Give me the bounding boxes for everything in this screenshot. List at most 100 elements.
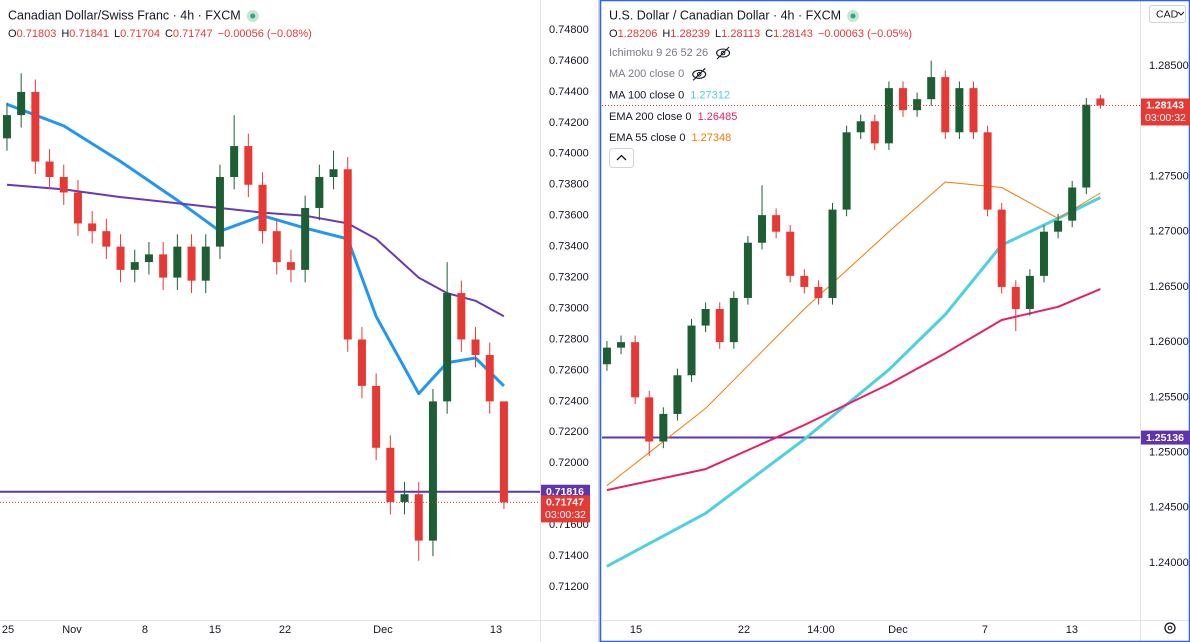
plot-area-left[interactable] xyxy=(0,73,540,561)
indicator-value: 1.27312 xyxy=(690,90,730,102)
candle-body xyxy=(215,177,224,247)
candle-body xyxy=(955,88,964,133)
candle-body xyxy=(617,342,626,348)
indicator-line xyxy=(606,196,1102,568)
y-tick-label: 1.28500 xyxy=(1149,60,1189,72)
candle-body xyxy=(159,254,168,278)
visibility-toggle[interactable] xyxy=(716,46,731,60)
candle-body xyxy=(1082,104,1091,188)
ohlc-key: O xyxy=(8,28,17,40)
hline-price-text: 1.25136 xyxy=(1146,432,1184,444)
collapse-button[interactable] xyxy=(609,148,634,168)
candle-body xyxy=(102,231,111,247)
ohlc-key: C xyxy=(765,28,773,40)
x-tick-label: 7 xyxy=(982,624,988,636)
ohlc-key: H xyxy=(662,28,670,40)
candle-body xyxy=(673,375,682,414)
candle-body xyxy=(286,262,295,270)
y-tick-label: 0.74000 xyxy=(549,148,589,160)
candle-body xyxy=(786,231,795,276)
candle-body xyxy=(729,297,738,343)
indicator-name: MA 100 close 0 xyxy=(609,90,684,102)
candle-body xyxy=(1025,275,1034,310)
candle-body xyxy=(913,99,922,111)
settings-icon[interactable] xyxy=(1164,622,1176,634)
y-tick-label: 1.26000 xyxy=(1149,336,1189,348)
candle-body xyxy=(687,325,696,376)
y-tick-label: 1.27000 xyxy=(1149,226,1189,238)
currency: CAD xyxy=(1156,8,1179,20)
candle-body xyxy=(800,275,809,287)
hline-price-text: 0.71816 xyxy=(546,486,584,498)
y-tick-label: 1.27500 xyxy=(1149,170,1189,182)
ohlc-key: L xyxy=(715,28,721,40)
candle-body xyxy=(59,177,68,193)
x-tick-label: Dec xyxy=(373,624,393,636)
y-tick-label: 1.24000 xyxy=(1149,557,1189,569)
last-price-tag xyxy=(541,495,590,523)
y-tick-label: 0.73000 xyxy=(549,302,589,314)
candle-body xyxy=(969,88,978,133)
y-tick-label: 0.74400 xyxy=(549,86,589,98)
candle-body xyxy=(173,246,182,278)
x-tick-label: 25 xyxy=(2,624,14,636)
candle-body xyxy=(659,413,668,442)
candle-body xyxy=(983,132,992,210)
ohlc-value: 1.28239 xyxy=(670,28,710,40)
indicator-value: 1.27348 xyxy=(691,132,731,144)
candle-body xyxy=(1068,187,1077,221)
candle-body xyxy=(941,77,950,133)
candle-body xyxy=(372,385,381,448)
x-tick-label: 22 xyxy=(738,624,750,636)
eye-pupil xyxy=(720,50,726,56)
y-tick-label: 0.73800 xyxy=(549,179,589,191)
eye-slash xyxy=(716,46,730,60)
candle-body xyxy=(870,121,879,144)
candle-body xyxy=(386,447,395,502)
candle-body xyxy=(116,246,125,270)
y-tick-label: 0.73400 xyxy=(549,241,589,253)
candle-body xyxy=(144,254,153,263)
x-tick-label: 13 xyxy=(490,624,502,636)
x-tick-label: 15 xyxy=(209,624,221,636)
visibility-toggle[interactable] xyxy=(692,67,707,81)
x-tick-label: 22 xyxy=(279,624,291,636)
candle-body xyxy=(884,88,893,144)
countdown-text: 03:00:32 xyxy=(545,509,586,521)
candle-body xyxy=(1011,286,1020,310)
candle-body xyxy=(997,209,1006,287)
candle-body xyxy=(301,207,310,270)
candle-body xyxy=(1096,98,1105,106)
overlay: 0.712000.714000.716000.718000.720000.722… xyxy=(2,4,1190,636)
y-tick-label: 0.73200 xyxy=(549,271,589,283)
ohlc-value: 1.28206 xyxy=(618,28,658,40)
x-tick-label: 15 xyxy=(630,624,642,636)
pane-divider xyxy=(598,0,600,642)
ohlc-value: 0.71841 xyxy=(69,28,109,40)
candle-body xyxy=(743,242,752,298)
ohlc-value: 0.71803 xyxy=(17,28,57,40)
x-tick-label: 14:00 xyxy=(807,624,835,636)
last-price-text: 0.71747 xyxy=(546,497,584,509)
candle-body xyxy=(602,347,611,365)
candle-body xyxy=(88,223,97,232)
market-status-core xyxy=(250,13,256,19)
candle-body xyxy=(471,339,480,355)
ohlc-legend: O0.71803 H0.71841 L0.71704 C0.71747 −0.00056… xyxy=(8,28,312,40)
last-price-tag xyxy=(1141,98,1190,126)
candle-body xyxy=(457,293,466,340)
ohlc-key: O xyxy=(609,28,618,40)
x-tick-label: Nov xyxy=(62,624,82,636)
currency-button[interactable]: CAD xyxy=(1149,5,1186,23)
candle-body xyxy=(343,169,352,340)
ohlc-value: 1.28113 xyxy=(721,28,760,40)
ohlc-value: 1.28143 xyxy=(773,28,813,40)
x-tick-label: 13 xyxy=(1066,624,1078,636)
candle-body xyxy=(715,309,724,343)
candle-body xyxy=(645,397,654,442)
header-backdrop xyxy=(605,4,925,42)
plot-area-right[interactable] xyxy=(602,60,1140,568)
candle-body xyxy=(428,401,437,541)
change-value: −0.00056 (−0.08%) xyxy=(218,28,312,40)
